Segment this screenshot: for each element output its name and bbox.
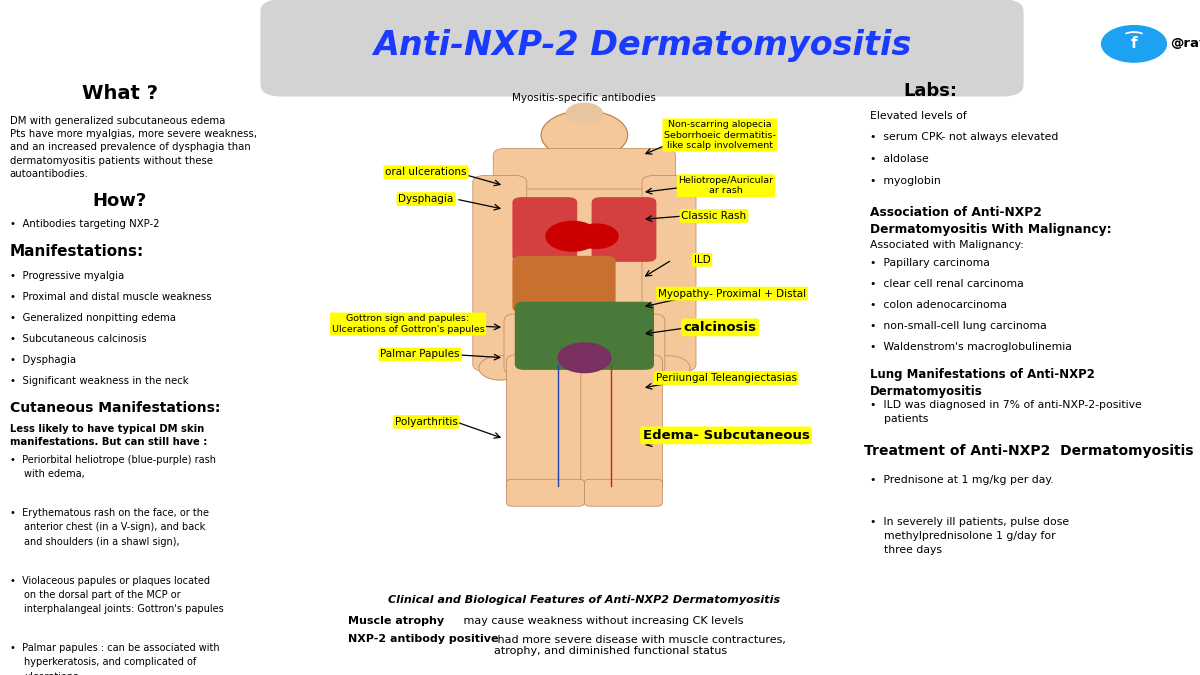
Text: f: f (1130, 36, 1138, 51)
Text: Myopathy- Proximal + Distal: Myopathy- Proximal + Distal (658, 289, 806, 298)
FancyBboxPatch shape (642, 176, 696, 371)
Text: •  non-small-cell lung carcinoma: • non-small-cell lung carcinoma (870, 321, 1046, 331)
Text: Cutaneous Manifestations:: Cutaneous Manifestations: (10, 401, 220, 415)
Text: •  Papillary carcinoma: • Papillary carcinoma (870, 258, 990, 268)
Text: •  aldolase: • aldolase (870, 154, 929, 164)
Text: •  Prednisone at 1 mg/kg per day.: • Prednisone at 1 mg/kg per day. (870, 475, 1054, 485)
Circle shape (1102, 26, 1166, 62)
FancyBboxPatch shape (506, 479, 584, 506)
Text: Less likely to have typical DM skin: Less likely to have typical DM skin (10, 424, 204, 434)
FancyBboxPatch shape (592, 197, 656, 262)
Text: anterior chest (in a V-sign), and back: anterior chest (in a V-sign), and back (24, 522, 205, 533)
Text: •  Generalized nonpitting edema: • Generalized nonpitting edema (10, 313, 175, 323)
Text: with edema,: with edema, (24, 469, 85, 479)
Text: hyperkeratosis, and complicated of: hyperkeratosis, and complicated of (24, 657, 197, 668)
Text: •  Violaceous papules or plaques located: • Violaceous papules or plaques located (10, 576, 210, 586)
Text: •  Periorbital heliotrope (blue-purple) rash: • Periorbital heliotrope (blue-purple) r… (10, 455, 216, 465)
Circle shape (558, 343, 611, 373)
Text: Periiungal Teleangiectasias: Periiungal Teleangiectasias (655, 373, 797, 383)
FancyBboxPatch shape (493, 148, 676, 189)
Text: Classic Rash: Classic Rash (682, 211, 746, 221)
Circle shape (541, 111, 628, 159)
Text: Myositis-specific antibodies: Myositis-specific antibodies (512, 93, 656, 103)
FancyBboxPatch shape (512, 256, 616, 313)
FancyBboxPatch shape (515, 302, 654, 370)
Text: Clinical and Biological Features of Anti-NXP2 Dermatomyositis: Clinical and Biological Features of Anti… (389, 595, 780, 605)
Text: three days: three days (884, 545, 942, 556)
Text: Lung Manifestations of Anti-NXP2
Dermatomyositis: Lung Manifestations of Anti-NXP2 Dermato… (870, 368, 1094, 398)
Text: oral ulcerations: oral ulcerations (385, 167, 467, 177)
Text: ILD: ILD (694, 255, 710, 265)
Text: Edema- Subcutaneous: Edema- Subcutaneous (642, 429, 810, 442)
Text: DM with generalized subcutaneous edema
Pts have more myalgias, more severe weakn: DM with generalized subcutaneous edema P… (10, 116, 257, 179)
Text: Heliotrope/Auricular
ar rash: Heliotrope/Auricular ar rash (678, 176, 774, 195)
Text: •  Proximal and distal muscle weakness: • Proximal and distal muscle weakness (10, 292, 211, 302)
Text: •  ILD was diagnosed in 7% of anti-NXP-2-positive: • ILD was diagnosed in 7% of anti-NXP-2-… (870, 400, 1141, 410)
Text: Gottron sign and papules:
Ulcerations of Gottron's papules: Gottron sign and papules: Ulcerations of… (331, 315, 485, 333)
FancyBboxPatch shape (504, 152, 665, 331)
Text: NXP-2 antibody positive: NXP-2 antibody positive (348, 634, 498, 645)
FancyBboxPatch shape (584, 479, 662, 506)
Text: calcinosis: calcinosis (684, 321, 756, 334)
Text: •  Dysphagia: • Dysphagia (10, 355, 76, 365)
FancyBboxPatch shape (260, 0, 1024, 97)
Text: interphalangeal joints: Gottron's papules: interphalangeal joints: Gottron's papule… (24, 604, 223, 614)
Text: •  clear cell renal carcinoma: • clear cell renal carcinoma (870, 279, 1024, 289)
Text: on the dorsal part of the MCP or: on the dorsal part of the MCP or (24, 590, 181, 600)
Text: •  myoglobin: • myoglobin (870, 176, 941, 186)
FancyBboxPatch shape (506, 354, 588, 493)
Text: •  Palmar papules : can be associated with: • Palmar papules : can be associated wit… (10, 643, 220, 653)
Circle shape (575, 224, 618, 248)
Text: •  serum CPK- not always elevated: • serum CPK- not always elevated (870, 132, 1058, 142)
Text: Dysphagia: Dysphagia (398, 194, 454, 204)
Text: and shoulders (in a shawl sign),: and shoulders (in a shawl sign), (24, 537, 180, 547)
FancyBboxPatch shape (504, 314, 665, 375)
FancyBboxPatch shape (473, 176, 527, 371)
Text: •  Significant weakness in the neck: • Significant weakness in the neck (10, 376, 188, 386)
Circle shape (479, 356, 522, 380)
Text: Anti-NXP-2 Dermatomyositis: Anti-NXP-2 Dermatomyositis (373, 30, 911, 62)
Text: manifestations. But can still have :: manifestations. But can still have : (10, 437, 206, 448)
Circle shape (566, 103, 602, 124)
Text: @rav7ks: @rav7ks (1170, 37, 1200, 51)
FancyBboxPatch shape (512, 197, 577, 262)
Text: How?: How? (92, 192, 148, 210)
Text: Treatment of Anti-NXP2  Dermatomyositis: Treatment of Anti-NXP2 Dermatomyositis (864, 444, 1194, 458)
Text: •  Erythematous rash on the face, or the: • Erythematous rash on the face, or the (10, 508, 209, 518)
Text: •  colon adenocarcinoma: • colon adenocarcinoma (870, 300, 1007, 310)
Circle shape (546, 221, 599, 251)
Text: Association of Anti-NXP2
Dermatomyositis With Malignancy:: Association of Anti-NXP2 Dermatomyositis… (870, 206, 1111, 236)
Text: •  Progressive myalgia: • Progressive myalgia (10, 271, 124, 281)
Text: patients: patients (884, 414, 929, 424)
Text: Associated with Malignancy:: Associated with Malignancy: (870, 240, 1024, 250)
Text: Non-scarring alopecia
Seborrhoeic dermatitis-
like scalp involvement: Non-scarring alopecia Seborrhoeic dermat… (664, 120, 776, 150)
Text: Labs:: Labs: (904, 82, 958, 101)
Text: What ?: What ? (82, 84, 158, 103)
Text: ⁀: ⁀ (1126, 34, 1142, 53)
Circle shape (647, 356, 690, 380)
Text: •  In severely ill patients, pulse dose: • In severely ill patients, pulse dose (870, 517, 1069, 527)
FancyBboxPatch shape (581, 354, 662, 493)
Text: •  Antibodies targeting NXP-2: • Antibodies targeting NXP-2 (10, 219, 160, 229)
Text: Elevated levels of: Elevated levels of (870, 111, 967, 121)
Text: Manifestations:: Manifestations: (10, 244, 144, 259)
Text: Muscle atrophy: Muscle atrophy (348, 616, 444, 626)
Text: •  Waldenstrom's macroglobulinemia: • Waldenstrom's macroglobulinemia (870, 342, 1072, 352)
Text: had more severe disease with muscle contractures,
atrophy, and diminished functi: had more severe disease with muscle cont… (494, 634, 786, 656)
Text: Palmar Papules: Palmar Papules (380, 350, 460, 359)
FancyBboxPatch shape (569, 144, 600, 161)
Text: may cause weakness without increasing CK levels: may cause weakness without increasing CK… (460, 616, 743, 626)
Text: Polyarthritis: Polyarthritis (395, 417, 457, 427)
Text: ulcerations: ulcerations (24, 672, 78, 675)
Text: •  Subcutaneous calcinosis: • Subcutaneous calcinosis (10, 334, 146, 344)
Text: methylprednisolone 1 g/day for: methylprednisolone 1 g/day for (884, 531, 1056, 541)
